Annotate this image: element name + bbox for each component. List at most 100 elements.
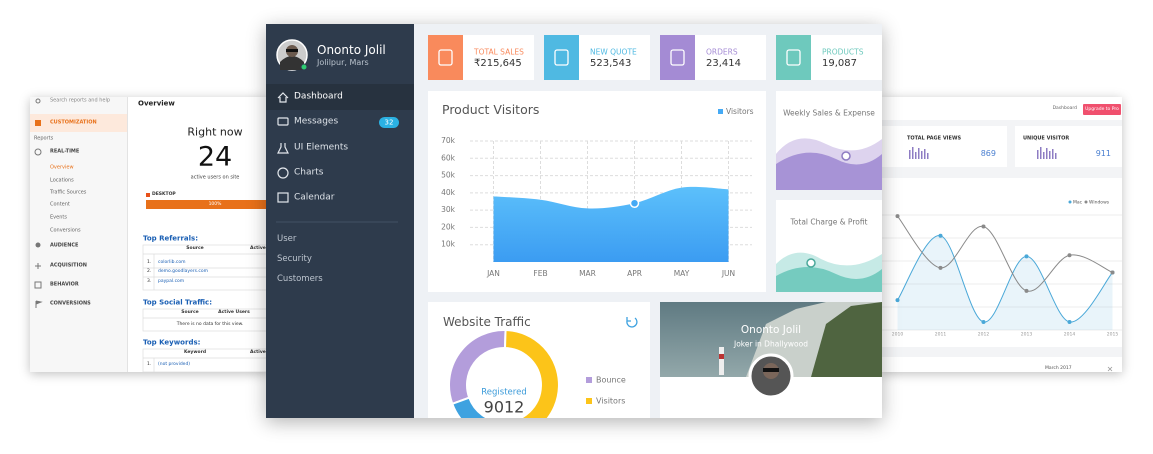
card-title: Weekly Sales & Expense	[783, 108, 875, 118]
column-header: Active	[250, 245, 266, 251]
wave-point	[806, 258, 816, 268]
stat-label: NEW QUOTE	[590, 47, 637, 57]
card-title: Website Traffic	[443, 315, 531, 329]
analytics-icons	[34, 98, 270, 372]
device-bar	[146, 200, 270, 209]
wave-point	[841, 151, 851, 161]
stat-card	[1015, 126, 1122, 167]
menu-item[interactable]: Calendar	[294, 192, 335, 203]
legend-swatch	[586, 377, 592, 383]
active-menu-item[interactable]	[266, 84, 414, 110]
refresh-icon[interactable]	[626, 317, 638, 328]
avatar-figure	[280, 56, 304, 70]
row-source[interactable]: paypal.com	[158, 278, 185, 284]
stat-icon	[554, 49, 569, 66]
stat-icon-bg	[660, 35, 695, 80]
breadcrumb[interactable]: Dashboard	[1052, 105, 1077, 111]
stat-value: 19,087	[822, 58, 857, 69]
upgrade-button[interactable]	[1083, 104, 1121, 115]
x-tick-label: 2011	[935, 332, 947, 338]
avatar-glasses	[286, 49, 298, 52]
column-header: Active Users	[218, 309, 250, 315]
legend-label: Mac	[1073, 200, 1083, 206]
legend-dot	[1068, 200, 1072, 204]
stat-value: 911	[1095, 149, 1111, 158]
x-tick-label: 2015	[1107, 332, 1119, 338]
point	[981, 319, 986, 324]
y-tick-label: 70k	[441, 136, 456, 145]
row-source[interactable]: colorlib.com	[158, 259, 186, 265]
x-tick-label: MAR	[579, 269, 596, 278]
row-source[interactable]: demo.goodlayers.com	[158, 268, 209, 274]
active-label: active users on site	[190, 174, 240, 181]
point	[1067, 253, 1072, 258]
menu-item[interactable]: BEHAVIOR	[50, 281, 79, 288]
section-title: Top Social Traffic:	[143, 298, 212, 307]
os-chart: 2010 2011 2012 2013 2014 2015 Mac Windows	[880, 147, 1122, 372]
x-tick-label: APR	[627, 269, 642, 278]
column-header: Source	[186, 245, 204, 251]
right-now: Right now	[187, 125, 243, 139]
menu-item[interactable]: Charts	[294, 167, 324, 178]
submenu-item[interactable]: Events	[50, 214, 67, 221]
tables	[142, 244, 270, 372]
stat-icon-bg	[776, 35, 811, 80]
card-title: Total Charge & Profit	[790, 217, 868, 227]
close-icon[interactable]	[1107, 366, 1113, 372]
menu-item[interactable]: User	[277, 233, 297, 244]
y-tick-label: 50k	[441, 171, 456, 180]
stat-icon	[438, 49, 453, 66]
active-users: 24	[197, 141, 233, 173]
menu-item[interactable]: CONVERSIONS	[50, 300, 91, 307]
lighthouse-band	[719, 354, 724, 359]
legend-swatch	[718, 109, 723, 114]
menu-item[interactable]: AUDIENCE	[50, 242, 79, 249]
wave-dark	[776, 266, 882, 292]
admin-panel: Dashboard Upgrade to Pro TOTAL PAGE VIEW…	[880, 97, 1122, 372]
submenu-item[interactable]: Overview	[50, 164, 74, 171]
menu-item[interactable]: ACQUISITION	[50, 262, 87, 269]
hillside	[811, 302, 882, 377]
menu-item[interactable]: Dashboard	[294, 91, 343, 102]
x-tick-label: 2013	[1021, 332, 1033, 338]
analytics-panel: Search reports and help CUSTOMIZATION Re…	[30, 97, 270, 372]
user-name: Ononto Jolil	[317, 43, 386, 57]
point	[981, 224, 986, 229]
x-tick-label: FEB	[533, 269, 547, 278]
icon	[34, 148, 42, 156]
menu-item[interactable]: CUSTOMIZATION	[50, 119, 97, 126]
stat-label: TOTAL PAGE VIEWS	[907, 135, 962, 142]
point	[1067, 319, 1072, 324]
legend-label: Windows	[1089, 200, 1110, 206]
search[interactable]: Search reports and help	[50, 97, 111, 104]
menu-item[interactable]: UI Elements	[294, 142, 349, 153]
menu-item[interactable]: Customers	[277, 273, 323, 284]
stat-label: UNIQUE VISITOR	[1023, 135, 1070, 142]
menu-item[interactable]: Messages	[294, 116, 339, 127]
menu-item[interactable]: REAL-TIME	[50, 148, 80, 155]
y-tick-label: 40k	[441, 188, 456, 197]
wave-dark	[776, 152, 882, 190]
badge	[379, 117, 399, 128]
chart-card	[880, 178, 1122, 347]
badge-count: 32	[384, 118, 394, 126]
point	[629, 198, 640, 208]
submenu-item[interactable]: Conversions	[50, 227, 81, 234]
submenu-item[interactable]: Content	[50, 201, 70, 208]
date: March 2017	[1045, 365, 1072, 371]
submenu-item[interactable]: Locations	[50, 177, 74, 184]
upgrade-label[interactable]: Upgrade to Pro	[1085, 106, 1119, 112]
pie-slice	[504, 328, 560, 418]
legend-dot	[1084, 200, 1088, 204]
y-tick-label: 10k	[441, 240, 456, 249]
area	[493, 186, 729, 262]
icon	[35, 300, 43, 308]
submenu-item[interactable]: Traffic Sources	[50, 189, 87, 196]
menu-item[interactable]: Security	[277, 253, 312, 264]
icon	[35, 98, 41, 104]
point	[1024, 288, 1029, 293]
x-tick-label: 2014	[1064, 332, 1076, 338]
point	[938, 265, 943, 270]
row-index: 3.	[147, 278, 152, 284]
stat-label: ORDERS	[706, 47, 738, 57]
